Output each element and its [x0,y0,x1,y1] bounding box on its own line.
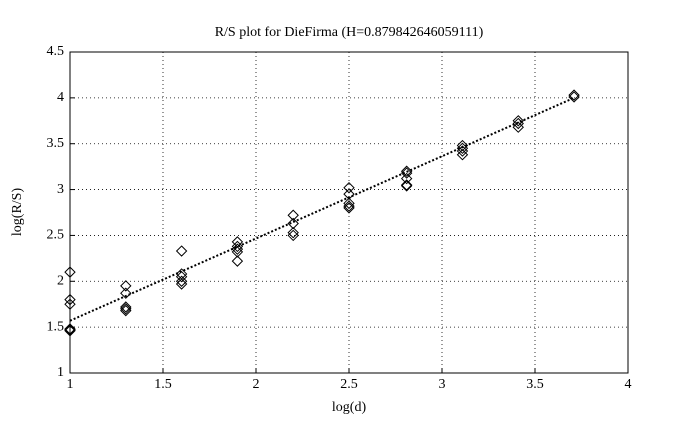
point [175,275,188,287]
point [120,301,132,313]
point [175,270,188,283]
point [343,182,355,194]
point [231,246,244,258]
point [231,240,244,253]
point [64,325,76,337]
x-tick-label: 3.5 [526,377,544,392]
point [64,298,76,310]
chart-title: R/S plot for DieFirma (H=0.8798426460591… [215,25,484,40]
x-tick-label: 3 [439,377,446,392]
y-tick-label: 3.5 [47,136,65,151]
point [400,179,413,191]
point [120,304,132,317]
point [64,323,76,335]
point [456,139,469,152]
point [64,324,76,336]
fit-line [69,96,575,322]
point [120,287,132,299]
y-tick-label: 1 [57,365,64,380]
point [287,217,299,230]
y-tick-label: 4 [57,90,64,105]
point [287,209,299,221]
x-tick-label: 1 [67,377,74,392]
point [400,180,413,192]
y-tick-label: 2.5 [47,228,65,243]
point [343,200,355,212]
x-tick-label: 1.5 [154,377,172,392]
point [343,188,355,200]
point [400,172,413,185]
y-axis-label: log(R/S) [10,188,25,237]
x-tick-label: 4 [625,377,632,392]
point [231,243,244,255]
point [400,167,413,179]
point [568,89,580,101]
plot-frame [69,51,629,374]
point [64,293,76,306]
y-tick-label: 3 [57,182,64,197]
point [343,197,355,210]
y-tick-label: 2 [57,274,64,289]
point [231,255,244,267]
x-tick-label: 2.5 [340,377,358,392]
point [120,280,132,292]
point [568,91,580,103]
point [287,226,299,239]
point [343,202,355,214]
point [175,278,188,290]
point [175,245,188,257]
y-tick-label: 1.5 [47,319,65,334]
x-axis-label: log(d) [332,400,367,415]
point [120,303,132,315]
y-tick-label: 4.5 [47,44,65,59]
point [456,149,469,161]
point [287,229,299,242]
point [64,266,76,278]
point [512,121,524,133]
x-tick-label: 2 [253,377,260,392]
point [512,115,524,127]
